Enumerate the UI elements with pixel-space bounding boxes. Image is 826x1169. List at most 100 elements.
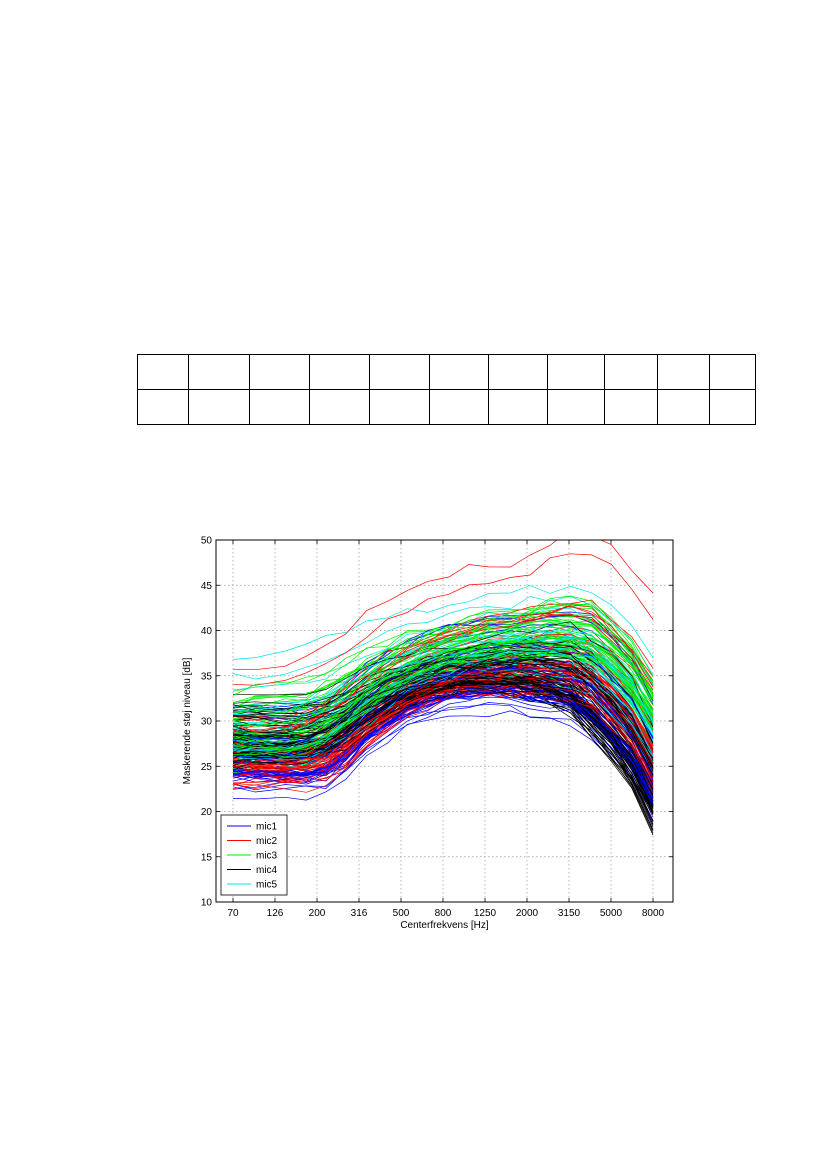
table-cell (369, 354, 430, 390)
table-cell (188, 389, 250, 425)
table-cell (309, 389, 370, 425)
table-cell (137, 354, 189, 390)
mic3-curve (232, 603, 654, 703)
table-cell (657, 389, 710, 425)
y-tick-label: 35 (201, 671, 213, 682)
mic5-curve (232, 667, 654, 758)
table-cell (309, 354, 370, 390)
y-axis-label: Maskerende støj niveau [dB] (182, 657, 193, 784)
y-tick-label: 40 (201, 626, 213, 637)
mic2-curve (232, 553, 654, 686)
mic2-curve (232, 671, 654, 765)
mic1-curve (232, 710, 654, 823)
table-cell (657, 354, 710, 390)
mic2-curve (232, 683, 654, 775)
table-cell (137, 389, 189, 425)
mic2-curve (232, 599, 654, 720)
x-tick-label: 5000 (600, 908, 623, 919)
mic5-curve (232, 595, 654, 680)
mic5-curve (232, 635, 654, 730)
mic4-curve (232, 690, 654, 821)
mic3-curve (232, 654, 654, 754)
table-cell (709, 354, 756, 390)
legend-label-mic3: mic3 (256, 851, 278, 862)
table-cell (709, 389, 756, 425)
y-tick-label: 50 (201, 536, 213, 547)
x-tick-label: 500 (393, 908, 410, 919)
mic1-curve (232, 702, 654, 818)
mic2-curve (232, 614, 654, 728)
mic1-curve (232, 643, 654, 742)
y-tick-label: 20 (201, 807, 213, 818)
x-tick-label: 126 (267, 908, 284, 919)
table-row (137, 354, 756, 390)
table-cell (604, 389, 658, 425)
y-tick-label: 25 (201, 762, 213, 773)
mic4-curve (232, 669, 654, 791)
mic4-curve (232, 659, 654, 772)
table-cell (488, 354, 548, 390)
y-tick-label: 30 (201, 717, 213, 728)
mic2-curve (232, 684, 654, 779)
noise-level-chart: 70 126 200 316 500 800 1250 2000 3150 5000 8000 10 1… (182, 536, 674, 931)
legend-label-mic4: mic4 (256, 865, 278, 876)
mic3-curve (232, 648, 654, 755)
mic5-curve (232, 629, 654, 712)
x-tick-label: 2000 (516, 908, 539, 919)
x-tick-label: 316 (351, 908, 368, 919)
table-cell (429, 389, 489, 425)
mic3-curve (232, 644, 654, 753)
axis-ticks: 70 126 200 316 500 800 1250 2000 3150 5000 8000 10 1… (201, 536, 673, 919)
legend-label-mic1: mic1 (256, 822, 278, 833)
mic4-curve (232, 658, 654, 776)
mic5-curve (232, 585, 654, 660)
legend-label-mic2: mic2 (256, 836, 278, 847)
legend: mic1 mic2 mic3 mic4 mic5 (220, 814, 288, 896)
mic4-curve (232, 649, 654, 762)
mic3-curve (232, 630, 654, 730)
table-cell (249, 354, 310, 390)
table-cell (249, 389, 310, 425)
mic2-curve (232, 685, 654, 786)
x-tick-label: 3150 (558, 908, 581, 919)
mic3-curve (232, 653, 654, 761)
table-cell (604, 354, 658, 390)
mic4-curve (232, 641, 654, 744)
mic3-curve (232, 603, 654, 692)
table-cell (547, 389, 605, 425)
table-cell (429, 354, 489, 390)
mic2-curve (232, 604, 654, 732)
mic1-curve (232, 688, 654, 798)
mic5-curve (232, 618, 654, 706)
mic2-curve (232, 540, 654, 671)
y-tick-label: 45 (201, 581, 213, 592)
x-tick-label: 1250 (474, 908, 497, 919)
mic1-curve (232, 667, 654, 774)
table-cell (369, 389, 430, 425)
mic2-curve (232, 662, 654, 762)
table-cell (547, 354, 605, 390)
mic3-curve (232, 615, 654, 714)
series-curves (232, 540, 654, 836)
mic3-curve (232, 595, 654, 696)
mic1-curve (232, 684, 654, 792)
table-row (137, 389, 756, 425)
mic1-curve (232, 614, 654, 712)
x-tick-label: 8000 (642, 908, 665, 919)
mic3-curve (232, 641, 654, 752)
mic1-curve (232, 692, 654, 804)
table-body (137, 354, 756, 425)
empty-table (137, 354, 756, 425)
mic2-curve (232, 614, 654, 733)
mic5-curve (232, 635, 654, 737)
y-tick-label: 10 (201, 898, 213, 909)
legend-label-mic5: mic5 (256, 880, 278, 891)
mic4-curve (232, 683, 654, 816)
mic4-curve (232, 656, 654, 769)
mic1-curve (232, 703, 654, 823)
y-tick-label: 15 (201, 852, 213, 863)
x-tick-label: 200 (309, 908, 326, 919)
mic4-curve (232, 680, 654, 812)
table-cell (188, 354, 250, 390)
mic2-curve (232, 647, 654, 755)
